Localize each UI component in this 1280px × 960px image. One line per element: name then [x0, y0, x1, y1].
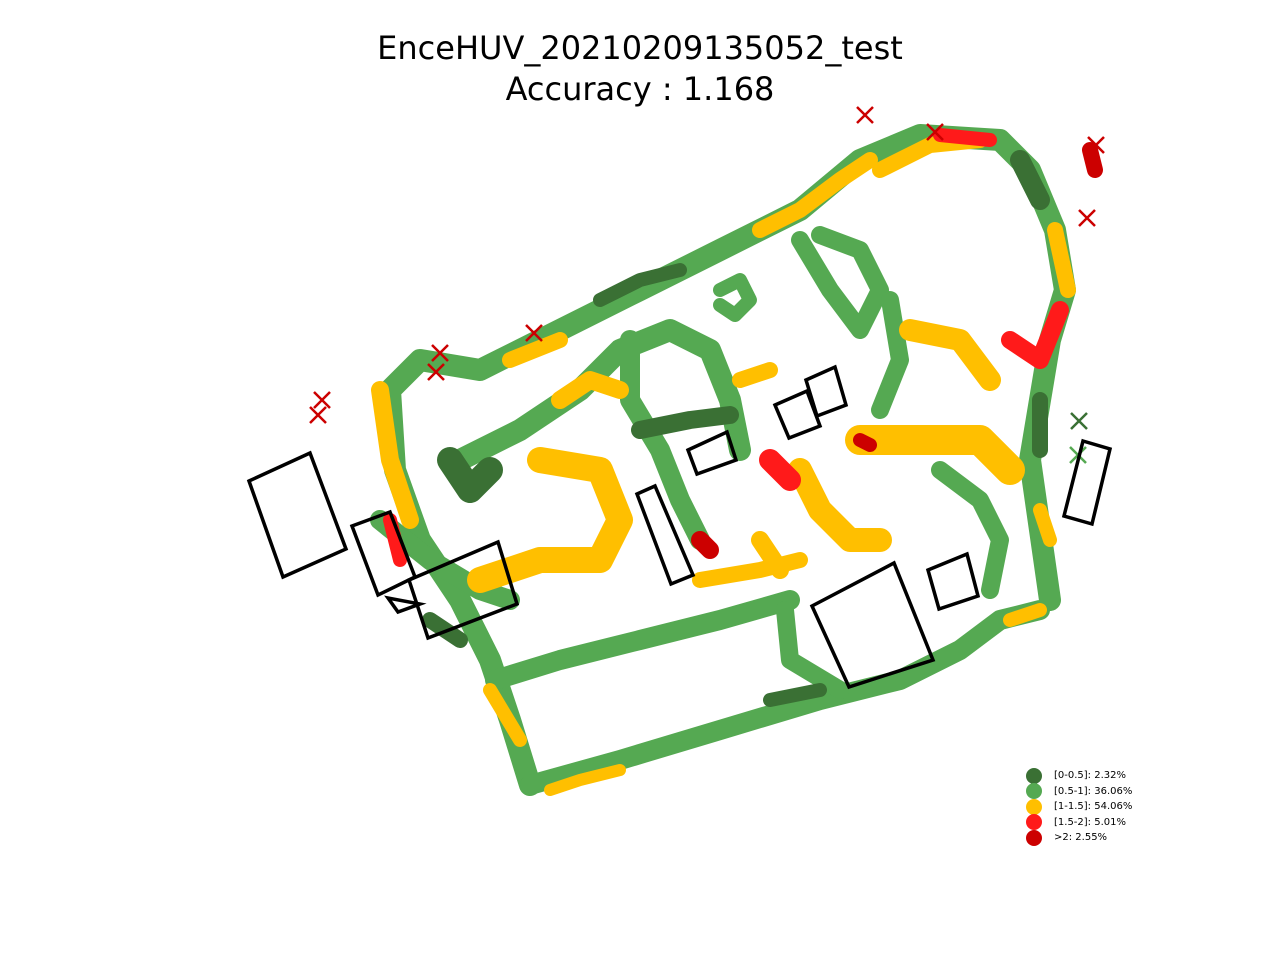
track-segment [593, 263, 687, 307]
building-outlines [246, 364, 1113, 690]
building-outline [634, 483, 696, 587]
track-segment [791, 226, 889, 339]
chart-title-block: EnceHUV_20210209135052_test Accuracy : 1… [0, 28, 1280, 110]
legend-label: [1.5-2]: 5.01% [1054, 816, 1126, 828]
legend-marker [1026, 814, 1042, 831]
track-segment [631, 406, 739, 439]
track-segment [1003, 603, 1047, 627]
building-outline [246, 450, 349, 580]
legend-marker [1026, 798, 1042, 815]
track-segment [763, 683, 827, 707]
track-segment [483, 683, 527, 747]
error-marks [309, 106, 1105, 464]
track-segment [845, 425, 1025, 485]
legend-marker [1026, 783, 1042, 800]
x-marker [856, 106, 874, 124]
x-marker [309, 406, 327, 424]
legend-label: [0-0.5]: 2.32% [1054, 770, 1126, 782]
legend-label: [1-1.5]: 54.06% [1054, 801, 1133, 813]
building-outline [772, 388, 823, 441]
track-segment [371, 381, 419, 529]
track-segment [931, 461, 1009, 599]
x-marker [313, 391, 331, 409]
track-segment [692, 552, 808, 588]
legend-item: [1-1.5]: 54.06% [1026, 798, 1133, 815]
legend-item: [1.5-2]: 5.01% [1026, 814, 1132, 831]
legend-label: [0.5-1]: 36.06% [1054, 785, 1133, 797]
track-segment [1047, 222, 1076, 298]
building-outline [809, 560, 936, 690]
building-outline [685, 429, 739, 477]
chart-subtitle: Accuracy : 1.168 [505, 70, 775, 108]
legend: [0-0.5]: 2.32% [0.5-1]: 36.06% [1-1.5]: 54… [1026, 767, 1133, 846]
track-segment [691, 531, 719, 559]
x-marker [926, 123, 944, 141]
building-outline [803, 364, 849, 419]
legend-item: [0.5-1]: 36.06% [1026, 783, 1133, 800]
trajectory-tracks [370, 124, 1103, 796]
x-marker [1070, 412, 1088, 430]
legend-marker [1026, 829, 1042, 846]
x-marker [1078, 209, 1096, 227]
track-segment [1001, 301, 1069, 369]
building-outline [406, 539, 520, 641]
track-segment [899, 319, 1001, 391]
legend-item: >2: 2.55% [1026, 829, 1132, 846]
track-segment [437, 447, 503, 503]
legend-marker [1026, 767, 1042, 784]
x-marker [427, 363, 445, 381]
x-marker [1087, 136, 1105, 154]
track-segment [752, 152, 878, 238]
building-outline [1061, 438, 1113, 527]
track-segment [776, 601, 849, 699]
legend-item: [0-0.5]: 2.32% [1026, 767, 1132, 784]
x-marker [431, 344, 449, 362]
track-segment [871, 291, 909, 419]
track-segment [620, 330, 710, 550]
track-segment [383, 513, 407, 567]
track-segment [1010, 150, 1050, 210]
track-segment [520, 600, 1050, 795]
track-segment [502, 332, 568, 368]
track-segment [1082, 142, 1103, 178]
track-segment [370, 510, 520, 610]
track-segment [449, 319, 751, 471]
chart-title: EnceHUV_20210209135052_test [377, 29, 903, 67]
building-outline [384, 595, 427, 615]
track-segment [1033, 503, 1057, 547]
legend-label: >2: 2.55% [1054, 832, 1108, 844]
track-segment [933, 128, 997, 147]
track-segment [853, 433, 877, 452]
x-marker [525, 324, 543, 342]
track-segment [713, 273, 757, 322]
track-segment [551, 371, 629, 409]
building-outline [925, 551, 981, 612]
track-segment [467, 447, 633, 593]
track-segment [759, 449, 801, 491]
track-segment [485, 590, 800, 690]
track-segment [544, 764, 626, 796]
track-segment [732, 362, 778, 388]
track-segment [788, 458, 892, 552]
